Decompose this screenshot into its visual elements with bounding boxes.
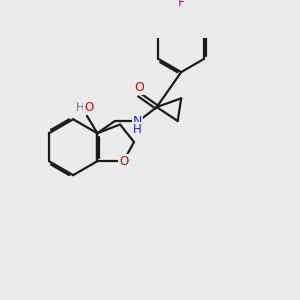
Text: F: F — [178, 0, 185, 9]
Text: N: N — [133, 115, 142, 128]
Text: O: O — [119, 155, 128, 168]
Text: O: O — [134, 81, 144, 94]
Text: H: H — [133, 123, 142, 136]
Text: O: O — [84, 101, 93, 114]
Text: H: H — [76, 100, 84, 113]
